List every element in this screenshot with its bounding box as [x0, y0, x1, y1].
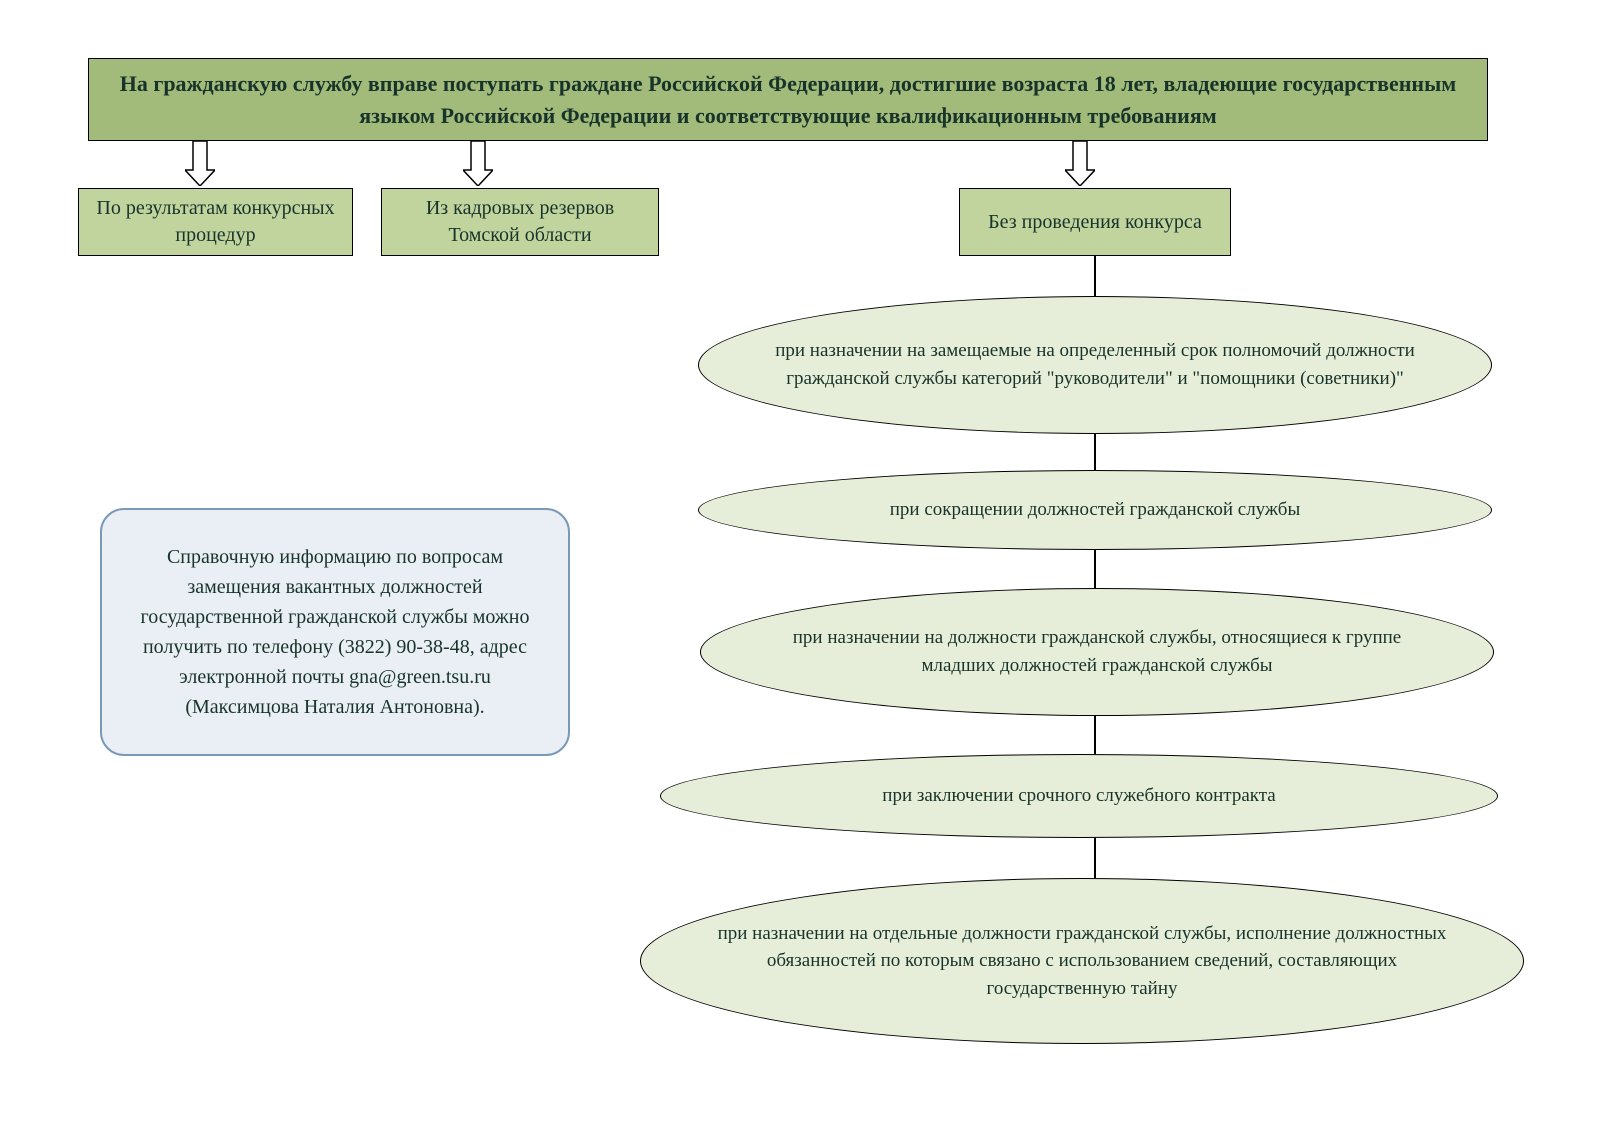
sub-box-2-text: Из кадровых резервов Томской области [396, 195, 644, 249]
sub-box-3-text: Без проведения конкурса [988, 209, 1202, 236]
connector-4 [1094, 716, 1096, 754]
connector-1 [1094, 256, 1096, 296]
ellipse-1-text: при назначении на замещаемые на определе… [759, 337, 1431, 392]
sub-box-3: Без проведения конкурса [959, 188, 1231, 256]
ellipse-1: при назначении на замещаемые на определе… [698, 296, 1492, 434]
ellipse-4: при заключении срочного служебного контр… [660, 754, 1498, 838]
ellipse-3: при назначении на должности гражданской … [700, 588, 1494, 716]
ellipse-2-text: при сокращении должностей гражданской сл… [890, 496, 1300, 524]
ellipse-3-text: при назначении на должности гражданской … [761, 624, 1433, 679]
arrow-2 [463, 141, 493, 186]
connector-5 [1094, 838, 1096, 878]
sub-box-1-text: По результатам конкурсных процедур [93, 195, 338, 249]
arrow-3 [1065, 141, 1095, 186]
info-box-text: Справочную информацию по вопросам замеще… [130, 542, 540, 722]
arrow-1 [185, 141, 215, 186]
sub-box-1: По результатам конкурсных процедур [78, 188, 353, 256]
connector-2 [1094, 434, 1096, 470]
sub-box-2: Из кадровых резервов Томской области [381, 188, 659, 256]
connector-3 [1094, 550, 1096, 588]
ellipse-5-text: при назначении на отдельные должности гр… [701, 920, 1463, 1003]
ellipse-4-text: при заключении срочного служебного контр… [882, 782, 1275, 810]
header-text: На гражданскую службу вправе поступать г… [119, 68, 1457, 132]
ellipse-5: при назначении на отдельные должности гр… [640, 878, 1524, 1044]
info-box: Справочную информацию по вопросам замеще… [100, 508, 570, 756]
header-box: На гражданскую службу вправе поступать г… [88, 58, 1488, 141]
ellipse-2: при сокращении должностей гражданской сл… [698, 470, 1492, 550]
